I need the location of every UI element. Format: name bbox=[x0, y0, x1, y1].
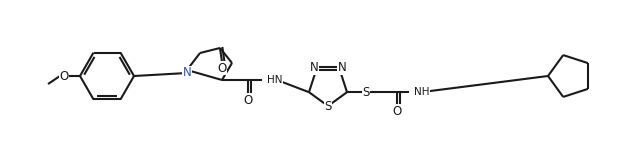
Text: N: N bbox=[310, 61, 319, 74]
Text: O: O bbox=[392, 105, 402, 118]
Text: O: O bbox=[59, 70, 68, 82]
Text: S: S bbox=[362, 86, 370, 99]
Text: NH: NH bbox=[414, 87, 429, 97]
Text: O: O bbox=[217, 61, 227, 75]
Text: O: O bbox=[243, 94, 252, 106]
Text: S: S bbox=[325, 100, 332, 113]
Text: N: N bbox=[183, 67, 191, 79]
Text: HN: HN bbox=[267, 75, 282, 85]
Text: N: N bbox=[337, 61, 346, 74]
